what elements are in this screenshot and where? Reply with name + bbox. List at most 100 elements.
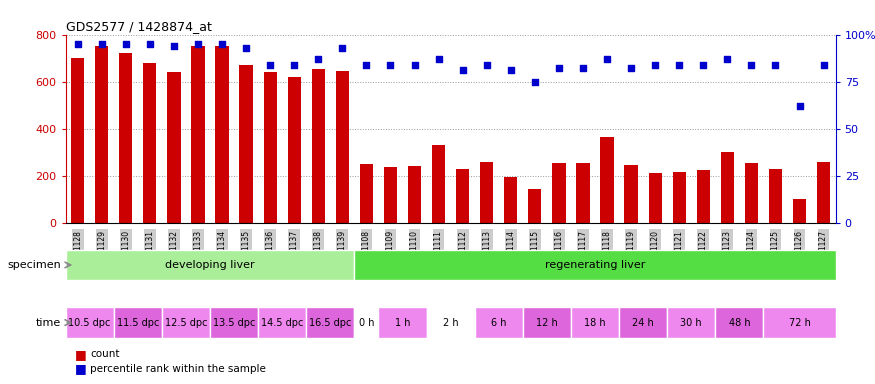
Bar	[312, 69, 325, 223]
Text: 1 h: 1 h	[395, 318, 410, 328]
Bar	[817, 162, 830, 223]
Bar	[354, 250, 836, 280]
Text: 6 h: 6 h	[491, 318, 507, 328]
Point	[696, 61, 710, 68]
Point	[600, 56, 614, 62]
Text: time: time	[36, 318, 61, 328]
Bar	[456, 169, 469, 223]
Bar	[95, 46, 108, 223]
Text: ■: ■	[74, 348, 86, 361]
Bar	[648, 173, 662, 223]
Text: 14.5 dpc: 14.5 dpc	[261, 318, 304, 328]
Bar	[625, 165, 638, 223]
Point	[335, 45, 349, 51]
Bar	[384, 167, 397, 223]
Point	[287, 61, 301, 68]
Text: 72 h: 72 h	[788, 318, 810, 328]
Bar	[306, 307, 354, 338]
Bar	[66, 307, 114, 338]
Text: specimen: specimen	[8, 260, 61, 270]
Bar	[263, 72, 276, 223]
Point	[167, 43, 181, 49]
Bar	[475, 307, 523, 338]
Point	[648, 61, 662, 68]
Bar	[480, 162, 494, 223]
Bar	[215, 46, 228, 223]
Text: 2 h: 2 h	[443, 318, 458, 328]
Point	[793, 103, 807, 109]
Point	[239, 45, 253, 51]
Point	[312, 56, 326, 62]
Bar	[240, 65, 253, 223]
Bar	[523, 307, 571, 338]
Bar	[769, 169, 782, 223]
Text: 0 h: 0 h	[359, 318, 374, 328]
Point	[720, 56, 734, 62]
Point	[456, 67, 470, 73]
Point	[768, 61, 782, 68]
Bar	[668, 307, 716, 338]
Point	[383, 61, 397, 68]
Bar	[673, 172, 686, 223]
Bar	[192, 46, 205, 223]
Bar	[571, 307, 620, 338]
Text: 24 h: 24 h	[633, 318, 654, 328]
Bar	[504, 177, 517, 223]
Point	[71, 41, 85, 47]
Bar	[71, 58, 84, 223]
Text: 18 h: 18 h	[584, 318, 605, 328]
Bar	[360, 164, 373, 223]
Bar	[763, 307, 836, 338]
Point	[263, 61, 277, 68]
Text: 12.5 dpc: 12.5 dpc	[164, 318, 207, 328]
Bar	[114, 307, 162, 338]
Text: 11.5 dpc: 11.5 dpc	[116, 318, 159, 328]
Bar	[408, 166, 421, 223]
Point	[528, 79, 542, 85]
Bar	[696, 170, 710, 223]
Bar	[288, 77, 301, 223]
Point	[191, 41, 205, 47]
Bar	[66, 250, 354, 280]
Point	[143, 41, 157, 47]
Bar	[716, 307, 763, 338]
Text: percentile rank within the sample: percentile rank within the sample	[90, 364, 266, 374]
Point	[672, 61, 686, 68]
Text: GDS2577 / 1428874_at: GDS2577 / 1428874_at	[66, 20, 212, 33]
Bar	[600, 137, 613, 223]
Bar	[432, 145, 445, 223]
Bar	[144, 63, 157, 223]
Bar	[379, 307, 427, 338]
Point	[360, 61, 374, 68]
Bar	[162, 307, 210, 338]
Point	[215, 41, 229, 47]
Text: count: count	[90, 349, 120, 359]
Bar	[721, 152, 734, 223]
Point	[119, 41, 133, 47]
Point	[431, 56, 445, 62]
Bar	[620, 307, 668, 338]
Text: 30 h: 30 h	[681, 318, 702, 328]
Point	[624, 65, 638, 71]
Bar	[210, 307, 258, 338]
Bar	[528, 189, 542, 223]
Text: 13.5 dpc: 13.5 dpc	[213, 318, 256, 328]
Text: developing liver: developing liver	[165, 260, 255, 270]
Bar	[745, 163, 758, 223]
Text: 12 h: 12 h	[536, 318, 557, 328]
Point	[94, 41, 108, 47]
Point	[480, 61, 494, 68]
Point	[552, 65, 566, 71]
Text: 16.5 dpc: 16.5 dpc	[309, 318, 352, 328]
Bar	[577, 163, 590, 223]
Bar	[552, 163, 565, 223]
Point	[576, 65, 590, 71]
Point	[504, 67, 518, 73]
Point	[745, 61, 759, 68]
Bar	[167, 72, 180, 223]
Text: regenerating liver: regenerating liver	[545, 260, 645, 270]
Point	[816, 61, 830, 68]
Bar	[793, 199, 806, 223]
Bar	[258, 307, 306, 338]
Text: 48 h: 48 h	[729, 318, 750, 328]
